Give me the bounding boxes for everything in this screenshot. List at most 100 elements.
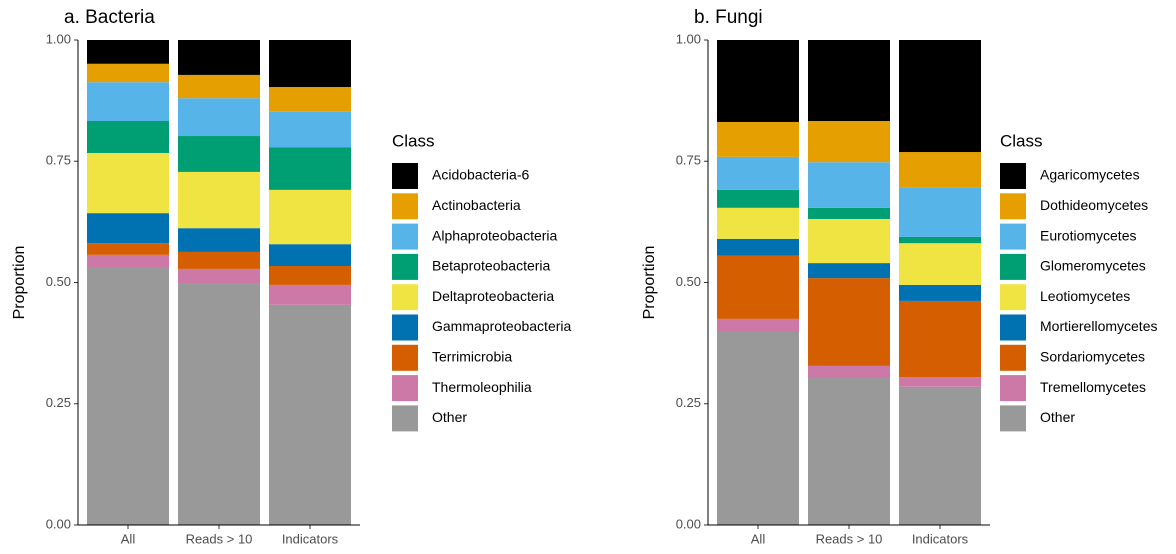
legend-label: Glomeromycetes (1040, 258, 1146, 274)
bar-segment (899, 300, 981, 378)
bar-segment (899, 377, 981, 387)
bar-segment (717, 40, 799, 122)
y-axis-label: Proportion (641, 246, 658, 320)
bar-segment (178, 40, 260, 75)
bar-segment (717, 255, 799, 319)
bar-segment (808, 218, 890, 264)
bar-segment (808, 207, 890, 219)
legend-key (1000, 344, 1026, 371)
legend-label: Terrimicrobia (432, 349, 512, 365)
bar-segment (717, 331, 799, 525)
bar-segment (808, 278, 890, 366)
y-tick-label: 0.50 (676, 274, 701, 289)
y-tick-label: 1.00 (676, 31, 701, 46)
legend-title: Class (1000, 131, 1043, 150)
bar-segment (178, 98, 260, 137)
legend-key (392, 284, 418, 311)
legend-label: Agaricomycetes (1040, 167, 1140, 183)
legend-label: Eurotiomycetes (1040, 227, 1136, 243)
bar-segment (269, 87, 351, 112)
bar-segment (899, 243, 981, 285)
legend-label: Thermoleophilia (432, 379, 532, 395)
legend-key (1000, 314, 1026, 341)
bar-segment (808, 365, 890, 379)
bar-segment (899, 187, 981, 237)
legend-label: Gammaproteobacteria (432, 318, 572, 334)
x-tick-label: Reads > 10 (816, 531, 883, 546)
bar-segment (269, 244, 351, 267)
bar-segment (178, 268, 260, 284)
x-tick-label: All (121, 531, 136, 546)
legend-label: Actinobacteria (432, 197, 521, 213)
bar-segment (808, 162, 890, 208)
bar-segment (87, 40, 169, 64)
bar-segment (269, 284, 351, 305)
legend-key (392, 344, 418, 371)
bar-segment (178, 228, 260, 252)
bar-segment (808, 263, 890, 279)
bar-segment (269, 266, 351, 285)
bar-segment (717, 238, 799, 256)
bar-segment (178, 251, 260, 269)
legend-key (392, 405, 418, 432)
bar-segment (87, 213, 169, 244)
legend-label: Deltaproteobacteria (432, 288, 554, 304)
legend-key (1000, 253, 1026, 280)
bar-segment (87, 63, 169, 83)
y-tick-label: 0.75 (676, 153, 701, 168)
y-tick-label: 0.75 (46, 153, 71, 168)
bar-segment (899, 40, 981, 153)
legend-label: Other (1040, 409, 1075, 425)
chart-title: b. Fungi (694, 7, 763, 28)
x-tick-label: Indicators (912, 531, 969, 546)
legend-label: Alphaproteobacteria (432, 227, 558, 243)
bar-segment (717, 318, 799, 331)
y-tick-label: 1.00 (46, 31, 71, 46)
x-tick-label: Reads > 10 (186, 531, 253, 546)
bar-segment (269, 111, 351, 148)
legend-label: Betaproteobacteria (432, 258, 551, 274)
bar-segment (717, 156, 799, 190)
y-tick-label: 0.25 (46, 395, 71, 410)
bar-segment (269, 147, 351, 190)
legend-label: Leotiomycetes (1040, 288, 1130, 304)
bar-segment (808, 40, 890, 121)
y-tick-label: 0.25 (676, 395, 701, 410)
legend-key (392, 253, 418, 280)
legend-key (1000, 405, 1026, 432)
bar-segment (269, 189, 351, 245)
chart-title: a. Bacteria (64, 7, 155, 28)
bar-segment (717, 189, 799, 208)
bar-segment (717, 121, 799, 157)
y-tick-label: 0.50 (46, 274, 71, 289)
bar-segment (178, 171, 260, 229)
legend-key (392, 163, 418, 189)
legend-label: Acidobacteria-6 (432, 167, 529, 183)
bar-segment (899, 284, 981, 301)
bar-segment (87, 243, 169, 255)
y-axis-label: Proportion (11, 246, 28, 320)
legend-label: Tremellomycetes (1040, 379, 1146, 395)
bar-segment (178, 283, 260, 525)
y-tick-label: 0.00 (676, 516, 701, 531)
bar-segment (717, 207, 799, 239)
legend-label: Dothideomycetes (1040, 197, 1148, 213)
bar-segment (808, 120, 890, 163)
legend-key (392, 193, 418, 220)
legend-key (392, 314, 418, 341)
bar-segment (899, 236, 981, 244)
legend-key (1000, 223, 1026, 250)
x-tick-label: Indicators (282, 531, 339, 546)
bar-segment (87, 153, 169, 214)
legend-label: Other (432, 409, 467, 425)
legend-key (1000, 284, 1026, 311)
bar-segment (87, 254, 169, 267)
legend-key (1000, 375, 1026, 402)
legend-label: Mortierellomycetes (1040, 318, 1157, 334)
legend-key (1000, 163, 1026, 189)
bar-segment (87, 82, 169, 121)
bar-segment (808, 378, 890, 525)
bar-segment (269, 304, 351, 525)
bar-segment (87, 120, 169, 154)
